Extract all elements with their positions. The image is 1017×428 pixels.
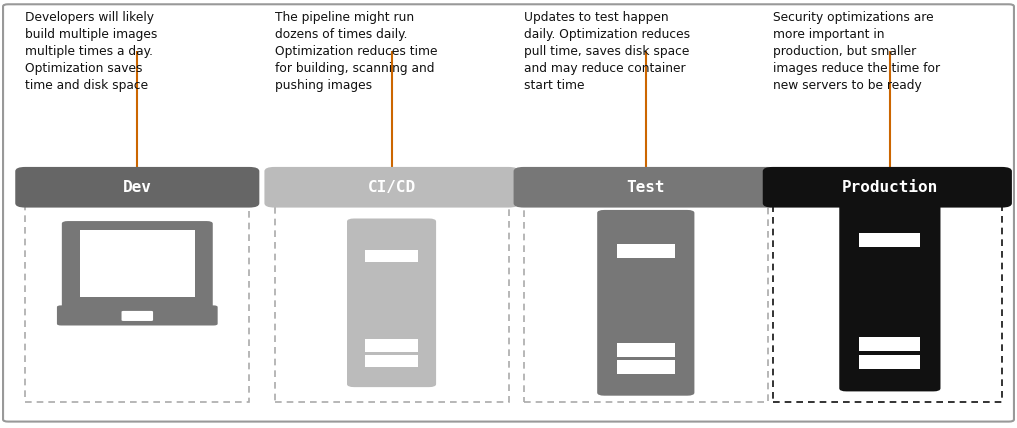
FancyBboxPatch shape <box>15 167 259 208</box>
FancyBboxPatch shape <box>597 210 695 395</box>
Text: Developers will likely
build multiple images
multiple times a day.
Optimization : Developers will likely build multiple im… <box>25 11 158 92</box>
Text: CI/CD: CI/CD <box>367 180 416 195</box>
Bar <box>79 230 195 297</box>
FancyBboxPatch shape <box>57 306 218 326</box>
Bar <box>616 360 675 374</box>
Bar <box>616 244 675 258</box>
FancyBboxPatch shape <box>121 311 154 321</box>
FancyBboxPatch shape <box>25 171 249 402</box>
Bar <box>859 233 920 247</box>
FancyBboxPatch shape <box>3 4 1014 422</box>
Text: Security optimizations are
more important in
production, but smaller
images redu: Security optimizations are more importan… <box>773 11 940 92</box>
Bar <box>365 339 418 352</box>
FancyBboxPatch shape <box>524 171 768 402</box>
FancyBboxPatch shape <box>763 167 1012 208</box>
FancyBboxPatch shape <box>773 171 1002 402</box>
Text: The pipeline might run
dozens of times daily.
Optimization reduces time
for buil: The pipeline might run dozens of times d… <box>275 11 437 92</box>
Bar <box>859 337 920 351</box>
Text: Test: Test <box>626 180 665 195</box>
FancyBboxPatch shape <box>62 221 213 310</box>
Text: Production: Production <box>842 180 938 195</box>
FancyBboxPatch shape <box>839 197 941 391</box>
FancyBboxPatch shape <box>514 167 778 208</box>
Bar <box>859 354 920 369</box>
Bar <box>365 355 418 367</box>
FancyBboxPatch shape <box>264 167 519 208</box>
Text: Dev: Dev <box>123 180 152 195</box>
Bar <box>616 343 675 357</box>
Text: Updates to test happen
daily. Optimization reduces
pull time, saves disk space
a: Updates to test happen daily. Optimizati… <box>524 11 690 92</box>
FancyBboxPatch shape <box>275 171 508 402</box>
Bar <box>365 250 418 262</box>
FancyBboxPatch shape <box>347 218 436 387</box>
